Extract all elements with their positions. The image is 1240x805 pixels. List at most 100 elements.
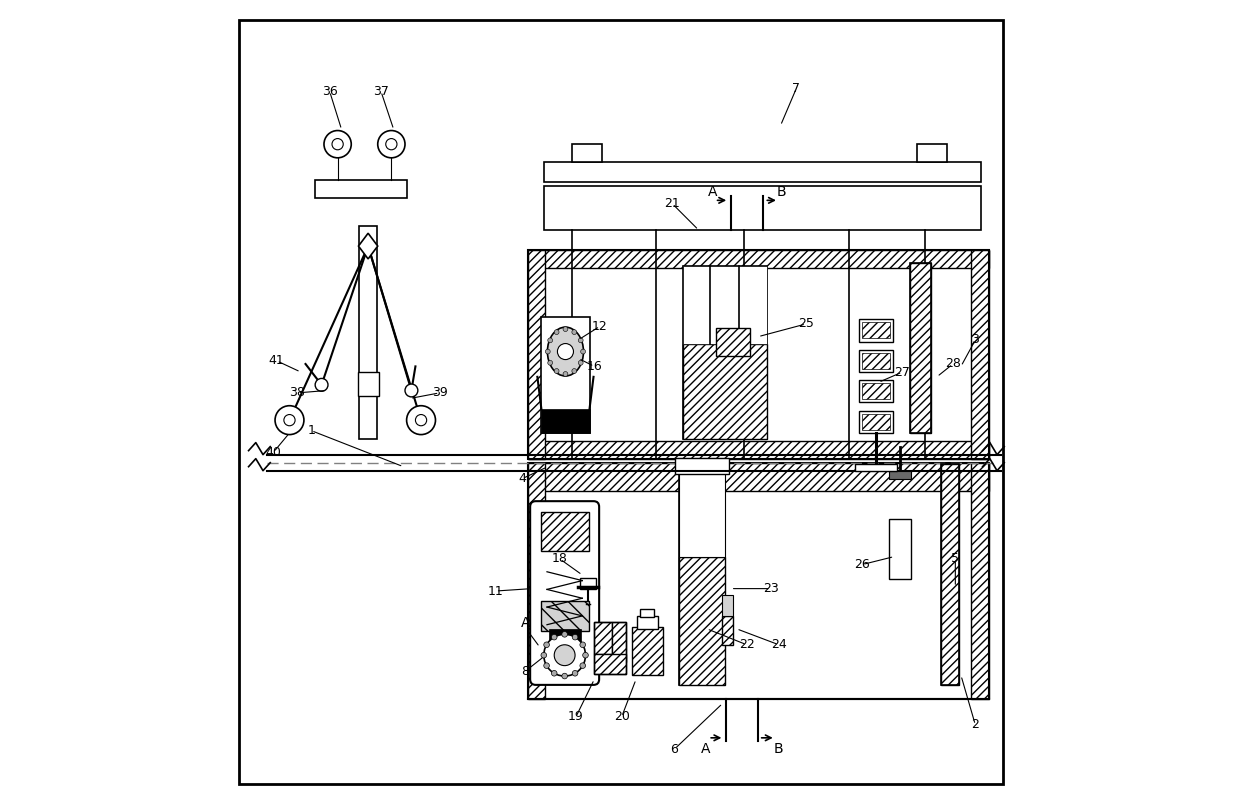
Text: A: A bbox=[701, 742, 711, 756]
Circle shape bbox=[554, 645, 575, 666]
Bar bbox=[859, 319, 893, 341]
Circle shape bbox=[563, 327, 568, 332]
Bar bbox=[678, 464, 725, 685]
Circle shape bbox=[572, 369, 577, 374]
Circle shape bbox=[573, 671, 578, 676]
Bar bbox=[528, 463, 546, 700]
Bar bbox=[640, 609, 655, 617]
Bar bbox=[910, 263, 931, 433]
Bar bbox=[862, 322, 889, 338]
Text: 12: 12 bbox=[591, 320, 608, 332]
Circle shape bbox=[407, 406, 435, 435]
Bar bbox=[682, 266, 766, 439]
Circle shape bbox=[562, 632, 568, 637]
Circle shape bbox=[378, 130, 405, 158]
Circle shape bbox=[324, 130, 351, 158]
Bar bbox=[971, 463, 990, 700]
Circle shape bbox=[405, 384, 418, 397]
Text: 25: 25 bbox=[799, 317, 813, 330]
Circle shape bbox=[554, 369, 559, 374]
Text: 16: 16 bbox=[587, 360, 603, 373]
Bar bbox=[889, 518, 911, 579]
Text: 39: 39 bbox=[432, 386, 448, 399]
Bar bbox=[682, 344, 766, 439]
Circle shape bbox=[275, 406, 304, 435]
Text: B: B bbox=[776, 184, 786, 199]
Bar bbox=[889, 471, 911, 479]
Circle shape bbox=[573, 634, 578, 640]
Bar bbox=[542, 316, 589, 433]
Circle shape bbox=[580, 663, 585, 668]
Circle shape bbox=[563, 372, 568, 377]
Bar bbox=[722, 595, 733, 616]
Circle shape bbox=[386, 138, 397, 150]
Bar bbox=[357, 372, 378, 396]
Bar bbox=[859, 411, 893, 433]
Circle shape bbox=[544, 634, 585, 676]
Bar bbox=[722, 616, 733, 645]
Polygon shape bbox=[358, 233, 378, 259]
Circle shape bbox=[578, 338, 583, 343]
Bar bbox=[941, 464, 959, 685]
Circle shape bbox=[583, 652, 588, 658]
Text: 11: 11 bbox=[487, 584, 503, 597]
Bar bbox=[544, 186, 981, 230]
Bar bbox=[360, 226, 377, 439]
Circle shape bbox=[548, 338, 553, 343]
Text: 36: 36 bbox=[321, 85, 337, 97]
Text: 22: 22 bbox=[739, 638, 755, 651]
Text: A: A bbox=[708, 184, 717, 199]
Bar bbox=[528, 250, 990, 268]
Circle shape bbox=[415, 415, 427, 426]
Bar bbox=[548, 629, 580, 659]
Bar bbox=[678, 464, 725, 557]
Text: 21: 21 bbox=[665, 197, 680, 210]
Bar bbox=[542, 409, 589, 433]
Text: 23: 23 bbox=[763, 582, 779, 595]
Text: 8: 8 bbox=[521, 665, 529, 678]
Circle shape bbox=[554, 330, 559, 335]
Bar bbox=[859, 380, 893, 402]
Text: A: A bbox=[521, 616, 529, 630]
Circle shape bbox=[548, 361, 553, 365]
Bar bbox=[528, 250, 546, 459]
Circle shape bbox=[580, 642, 585, 647]
Bar bbox=[682, 266, 766, 344]
Bar bbox=[594, 621, 613, 654]
Bar bbox=[856, 464, 897, 471]
Bar bbox=[862, 383, 889, 399]
Circle shape bbox=[315, 378, 329, 391]
Bar bbox=[910, 263, 931, 433]
Bar bbox=[580, 578, 596, 588]
Text: 20: 20 bbox=[614, 711, 630, 724]
Text: 6: 6 bbox=[671, 742, 678, 756]
Bar bbox=[862, 414, 889, 430]
Text: 38: 38 bbox=[290, 386, 305, 399]
Circle shape bbox=[580, 349, 585, 354]
Circle shape bbox=[541, 652, 547, 658]
Text: 18: 18 bbox=[552, 552, 568, 565]
Circle shape bbox=[332, 138, 343, 150]
Bar bbox=[315, 180, 408, 198]
Text: 3: 3 bbox=[971, 333, 980, 346]
Bar bbox=[637, 616, 657, 629]
Bar bbox=[594, 654, 626, 674]
Bar bbox=[971, 250, 990, 459]
Text: 4: 4 bbox=[518, 473, 526, 485]
Bar bbox=[675, 458, 729, 474]
Bar bbox=[678, 557, 725, 685]
Bar bbox=[528, 441, 990, 459]
Circle shape bbox=[544, 642, 549, 647]
FancyBboxPatch shape bbox=[531, 502, 599, 685]
Bar bbox=[541, 601, 589, 631]
Circle shape bbox=[562, 673, 568, 679]
Bar bbox=[717, 328, 750, 356]
Bar bbox=[572, 144, 603, 162]
Text: 1: 1 bbox=[308, 424, 315, 437]
Text: 41: 41 bbox=[269, 354, 284, 367]
Circle shape bbox=[552, 634, 557, 640]
Bar bbox=[859, 349, 893, 372]
Text: 26: 26 bbox=[854, 558, 870, 571]
Text: 5: 5 bbox=[951, 552, 960, 565]
Bar bbox=[528, 463, 990, 700]
